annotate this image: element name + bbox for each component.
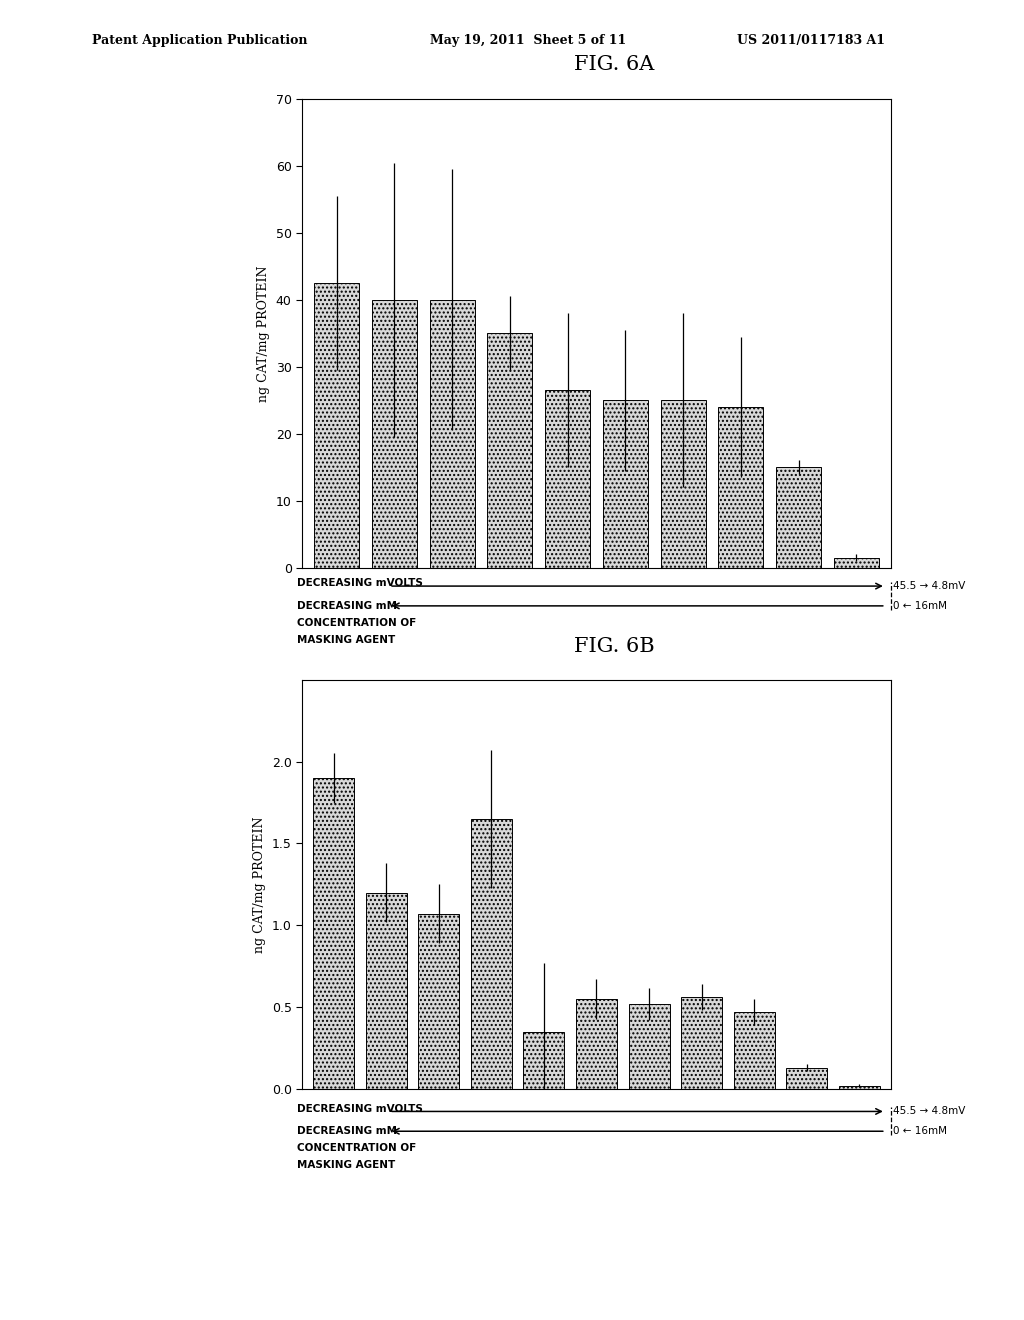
Text: DECREASING mM: DECREASING mM [297,1126,397,1137]
Text: FIG. 6A: FIG. 6A [574,55,654,74]
Bar [313,777,354,1089]
Text: Patent Application Publication: Patent Application Publication [92,34,307,48]
Bar [314,282,359,568]
Bar [718,407,763,568]
Bar [523,1032,564,1089]
Bar [660,400,706,568]
Text: MASKING AGENT: MASKING AGENT [297,1160,395,1171]
Bar [839,1086,880,1089]
Text: CONCENTRATION OF: CONCENTRATION OF [297,1143,416,1154]
Bar [372,300,417,568]
Text: 0 ← 16mM: 0 ← 16mM [893,1126,947,1137]
Bar [418,913,460,1089]
Y-axis label: ng CAT/mg PROTEIN: ng CAT/mg PROTEIN [257,265,270,401]
Text: DECREASING mM: DECREASING mM [297,601,397,611]
Y-axis label: ng CAT/mg PROTEIN: ng CAT/mg PROTEIN [253,816,266,953]
Bar [575,999,617,1089]
Bar [545,391,590,568]
Text: DECREASING mVOLTS: DECREASING mVOLTS [297,1104,423,1114]
Bar [834,557,879,568]
Text: 0 ← 16mM: 0 ← 16mM [893,601,947,611]
Bar [487,333,532,568]
Text: FIG. 6B: FIG. 6B [574,638,654,656]
Bar [366,892,407,1089]
Bar [430,300,475,568]
Bar [629,1005,670,1089]
Bar [733,1012,775,1089]
Text: 45.5 → 4.8mV: 45.5 → 4.8mV [893,581,966,591]
Bar [776,467,821,568]
Text: DECREASING mVOLTS: DECREASING mVOLTS [297,578,423,589]
Bar [786,1068,827,1089]
Text: MASKING AGENT: MASKING AGENT [297,635,395,645]
Text: CONCENTRATION OF: CONCENTRATION OF [297,618,416,628]
Text: 45.5 → 4.8mV: 45.5 → 4.8mV [893,1106,966,1117]
Text: US 2011/0117183 A1: US 2011/0117183 A1 [737,34,886,48]
Bar [471,818,512,1089]
Text: May 19, 2011  Sheet 5 of 11: May 19, 2011 Sheet 5 of 11 [430,34,627,48]
Bar [603,400,648,568]
Bar [681,998,722,1089]
